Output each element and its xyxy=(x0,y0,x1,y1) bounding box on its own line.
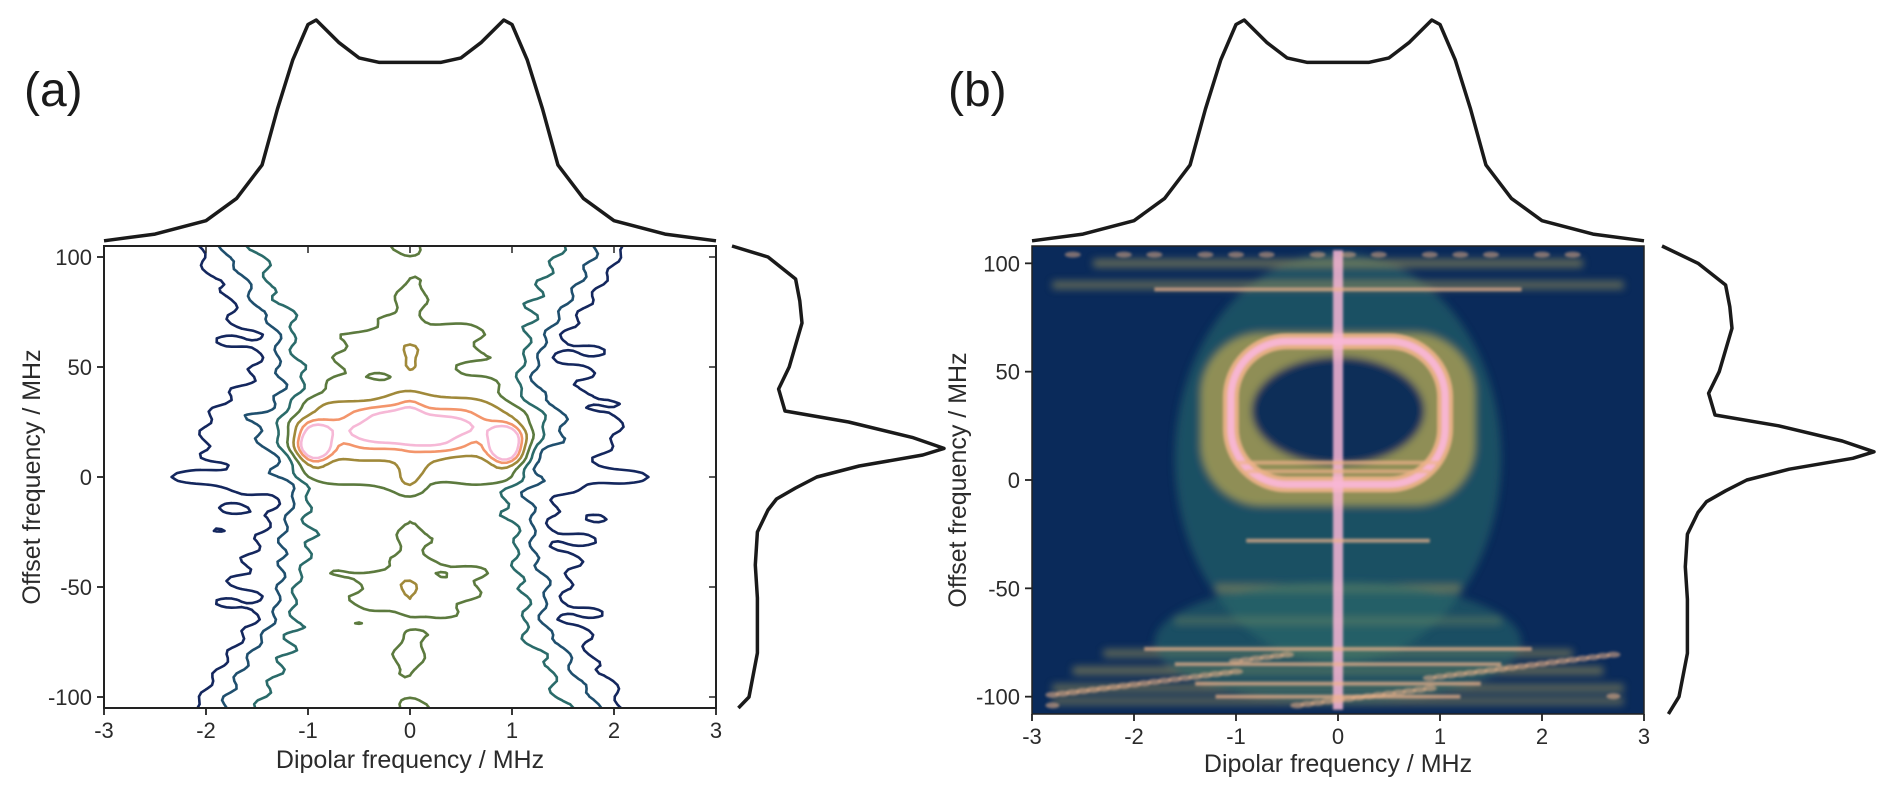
x-tick-label: -1 xyxy=(1226,724,1246,749)
heat-speckle xyxy=(1045,691,1060,698)
panel-a-right-marginal-line xyxy=(731,244,946,710)
panel-b-x-axis-label: Dipolar frequency / MHz xyxy=(1204,750,1472,778)
heat-speckle-top xyxy=(1146,251,1163,258)
panel-a-top-marginal-line xyxy=(103,18,717,243)
heat-speckle-top xyxy=(1340,251,1357,258)
x-tick-label: 0 xyxy=(1332,724,1344,749)
panel-b-heatmap xyxy=(1032,246,1644,714)
panel-b-right-marginal-line xyxy=(1661,244,1876,715)
y-tick-label: 50 xyxy=(996,360,1020,385)
contour-line xyxy=(245,246,575,708)
heat-speckle-top xyxy=(1309,251,1326,258)
x-tick-label: -3 xyxy=(94,718,114,743)
x-tick-label: 0 xyxy=(404,718,416,743)
x-tick-label: 3 xyxy=(710,718,722,743)
y-tick-label: -100 xyxy=(48,685,92,710)
contour-line xyxy=(299,405,521,461)
heat-speckle xyxy=(1045,702,1060,709)
y-tick-label: 0 xyxy=(1008,468,1020,493)
heat-central-streak xyxy=(1333,250,1343,710)
panel-a-y-axis-label: Offset frequency / MHz xyxy=(18,349,46,604)
contour-line xyxy=(170,246,650,708)
contour-line xyxy=(296,399,524,465)
x-tick-label: 3 xyxy=(1638,724,1650,749)
heat-speckle-top xyxy=(1534,251,1550,258)
y-tick-label: -100 xyxy=(976,685,1020,710)
panel-b-y-axis-label: Offset frequency / MHz xyxy=(944,352,972,607)
y-tick-label: 100 xyxy=(983,251,1020,276)
panel-b-axes: -3 -2 -1 0 1 2 3 -100 -50 0 50 100 xyxy=(976,251,1650,749)
heat-line xyxy=(1174,662,1502,667)
heat-line xyxy=(1236,460,1440,465)
heat-speckle-top xyxy=(1258,251,1275,258)
y-tick-label: -50 xyxy=(60,575,92,600)
x-tick-label: 1 xyxy=(506,718,518,743)
heat-speckle-top xyxy=(1370,251,1387,258)
heat-speckle-top xyxy=(1421,251,1438,258)
contour-line xyxy=(292,343,528,600)
x-tick-label: -2 xyxy=(1124,724,1144,749)
panel-a-label: (a) xyxy=(24,64,83,117)
panel-a-axes: -3 -2 -1 0 1 2 3 -100 -50 0 50 100 xyxy=(48,245,722,743)
heat-speckle xyxy=(1606,693,1621,700)
y-tick-label: 0 xyxy=(80,465,92,490)
heat-speckle-top xyxy=(1483,251,1499,258)
heat-line xyxy=(1144,647,1532,651)
heat-line xyxy=(1215,694,1461,699)
heat-speckle-top xyxy=(1115,251,1132,258)
heat-speckle xyxy=(1422,675,1437,682)
y-tick-label: 50 xyxy=(68,355,92,380)
y-tick-label: -50 xyxy=(988,576,1020,601)
heat-speckle-top xyxy=(1228,251,1244,258)
panel-a-x-axis-label: Dipolar frequency / MHz xyxy=(276,746,544,774)
heat-speckle xyxy=(1290,702,1305,709)
panel-a-contour-plot xyxy=(170,246,650,708)
x-tick-label: 1 xyxy=(1434,724,1446,749)
heat-speckle-top xyxy=(1197,251,1214,258)
heat-speckle-top xyxy=(1064,251,1081,258)
x-tick-label: -3 xyxy=(1022,724,1042,749)
y-tick-label: 100 xyxy=(55,245,92,270)
heat-speckle xyxy=(1229,658,1243,665)
contour-line xyxy=(286,246,535,708)
x-tick-label: -2 xyxy=(196,718,216,743)
x-tick-label: 2 xyxy=(1536,724,1548,749)
panel-a-plot-frame xyxy=(103,245,717,709)
heat-line xyxy=(1246,538,1430,543)
heat-speckle-top xyxy=(1564,251,1581,258)
x-tick-label: 2 xyxy=(608,718,620,743)
x-tick-label: -1 xyxy=(298,718,318,743)
heat-line xyxy=(1246,469,1430,474)
contour-line xyxy=(217,246,603,708)
heat-line xyxy=(1154,287,1522,292)
heat-speckle-top xyxy=(1452,251,1469,258)
panel-b-heatmap-core xyxy=(1045,250,1621,710)
heat-line xyxy=(1195,681,1481,686)
panel-b-top-marginal-line xyxy=(1031,18,1645,243)
panel-b: (b) -3 -2 -1 0 1 2 3 -100 -50 0 50 100 Dipolar freq… xyxy=(944,18,1876,778)
panel-b-label: (b) xyxy=(948,64,1007,117)
panel-a: (a) -3 -2 -1 0 1 2 3 -100 -50 0 50 100 Dipolar freq… xyxy=(18,18,946,774)
